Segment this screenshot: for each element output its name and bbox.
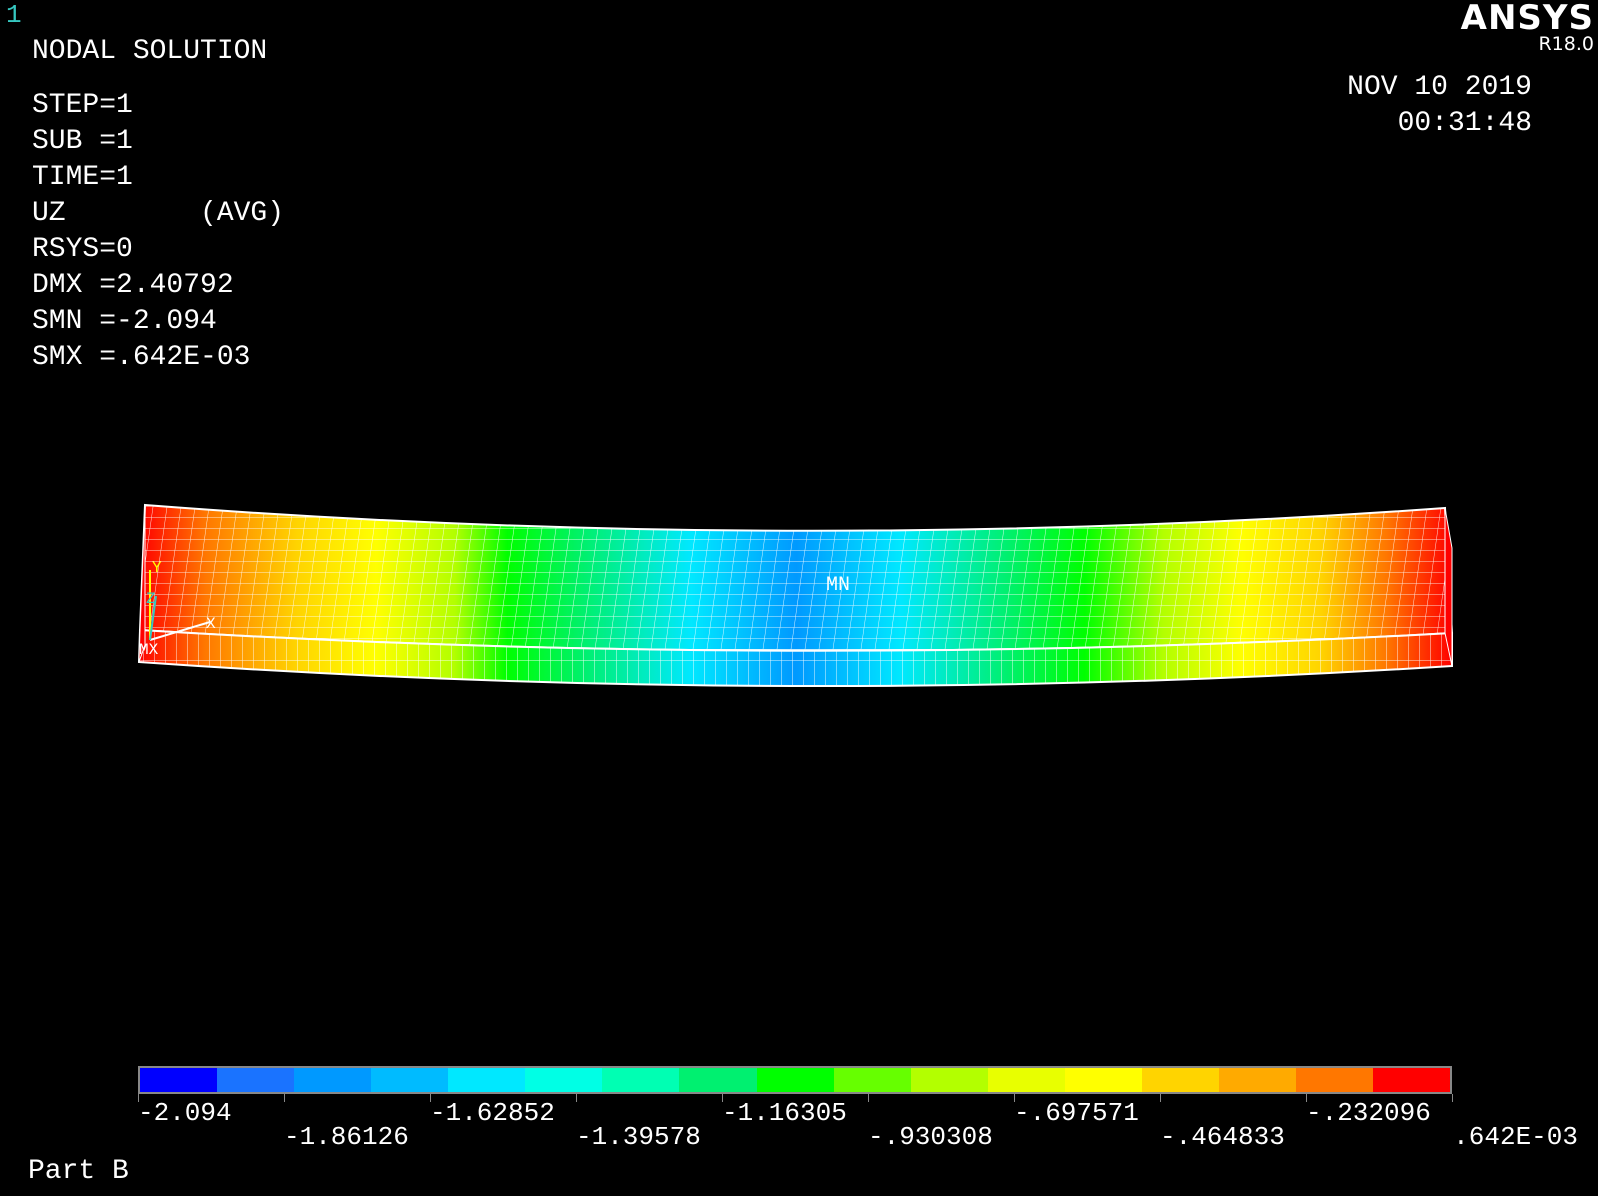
legend-segment [602,1068,680,1092]
legend-value-label: -1.39578 [576,1122,701,1152]
max-marker-label: MX [139,641,159,659]
part-label: Part B [28,1156,129,1187]
legend-value-label: -.930308 [868,1122,993,1152]
legend-value-label: -1.62852 [430,1098,555,1128]
version-label: R18.0 [1538,33,1594,55]
legend-segment [833,1068,911,1092]
ansys-logo: ANSYS [1460,0,1594,38]
legend-value-label: -.697571 [1014,1098,1139,1128]
legend-value-label: -.464833 [1160,1122,1285,1152]
legend-segment [448,1068,526,1092]
legend-segment [294,1068,372,1092]
legend-segment [987,1068,1065,1092]
legend-segment [371,1068,449,1092]
info-uz: UZ (AVG) [32,198,285,229]
legend-tick [868,1094,869,1102]
legend-segment [756,1068,834,1092]
legend-value-label: -.232096 [1306,1098,1431,1128]
info-sub: SUB =1 [32,126,133,157]
z-axis-icon [149,595,157,641]
plot-time: 00:31:48 [1397,108,1532,139]
info-rsys: RSYS=0 [32,234,133,265]
legend-segment [1295,1068,1373,1092]
triad-z-label: Z [146,590,156,608]
window-number: 1 [6,0,22,30]
legend-segment [1141,1068,1219,1092]
legend-tick [284,1094,285,1102]
legend-segment [910,1068,988,1092]
legend-value-label: -1.86126 [284,1122,409,1152]
legend-tick [1160,1094,1161,1102]
legend-value-label: -2.094 [138,1098,232,1128]
legend-tick [1306,1094,1307,1102]
legend-value-label: -1.16305 [722,1098,847,1128]
info-smn: SMN =-2.094 [32,306,217,337]
legend-segment [525,1068,603,1092]
legend-tick [722,1094,723,1102]
info-dmx: DMX =2.40792 [32,270,234,301]
legend-value-label: .642E-03 [1453,1122,1578,1152]
triad-y-label: Y [152,559,162,577]
legend-segment [1218,1068,1296,1092]
legend-tick [138,1094,139,1102]
legend-segment [140,1068,218,1092]
x-axis-icon [149,621,211,641]
legend-tick [430,1094,431,1102]
legend-segment [1373,1068,1451,1092]
plot-date: NOV 10 2019 [1347,72,1532,103]
plot-title: NODAL SOLUTION [32,36,268,67]
legend-tick [1452,1094,1453,1102]
info-time: TIME=1 [32,162,133,193]
legend-segment [217,1068,295,1092]
legend-segment [679,1068,757,1092]
info-step: STEP=1 [32,90,133,121]
contour-legend-bar [138,1066,1452,1094]
legend-tick [576,1094,577,1102]
info-smx: SMX =.642E-03 [32,342,251,373]
legend-tick [1014,1094,1015,1102]
legend-segment [1064,1068,1142,1092]
triad-x-label: X [206,615,216,633]
min-marker-label: MN [826,574,850,597]
